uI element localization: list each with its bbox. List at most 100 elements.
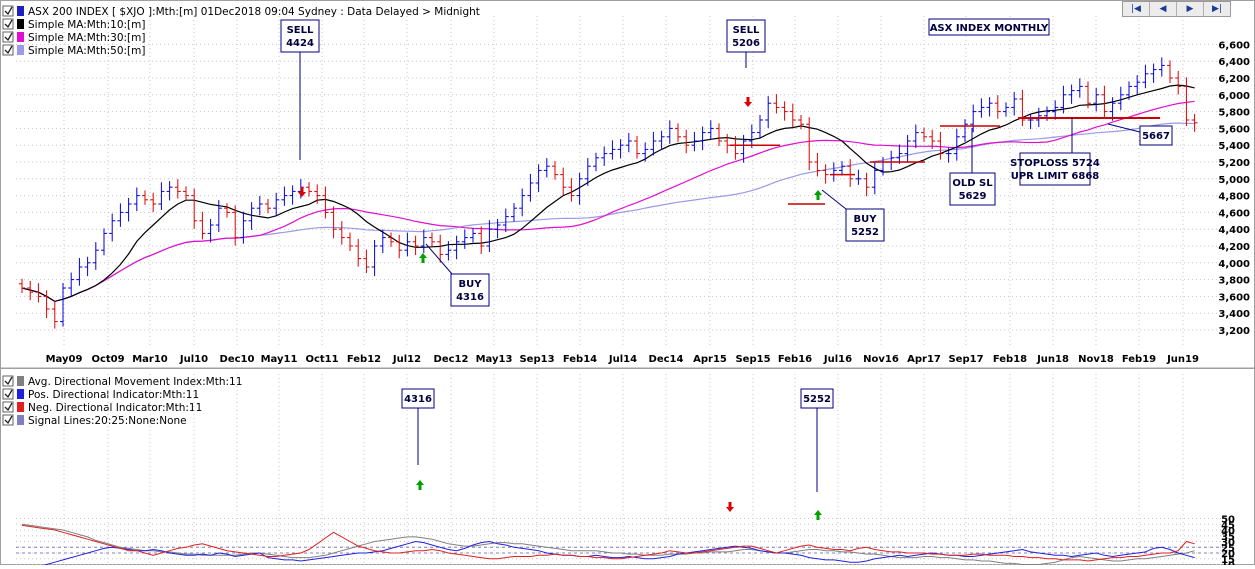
price-bar	[511, 203, 517, 222]
legend-checkbox	[2, 31, 14, 43]
legend-checkbox	[2, 414, 14, 426]
scroll-nav: |◀ ◀ ▶ ▶|	[1122, 1, 1231, 17]
neg-di-line	[21, 524, 1195, 562]
legend-swatch	[17, 389, 24, 399]
top-legend: ASX 200 INDEX [ $XJO ]:Mth:[m] 01Dec2018…	[2, 5, 480, 57]
price-bar	[215, 200, 222, 233]
price-bar	[265, 198, 271, 214]
x-tick-label: Jul14	[608, 354, 637, 365]
annotation-old-sl: OLD SL 5629	[949, 128, 996, 206]
price-bar	[839, 161, 845, 176]
legend-swatch	[17, 376, 24, 386]
price-bar	[486, 220, 493, 253]
price-bar	[740, 134, 747, 163]
price-bar	[273, 192, 280, 217]
annotation-leader	[1107, 123, 1141, 133]
signal-arrows	[298, 97, 822, 263]
legend-swatch	[17, 32, 24, 42]
x-tick-label: Oct11	[305, 354, 338, 365]
price-bar	[904, 134, 911, 163]
dmi-y-tick-label: 15	[1221, 555, 1235, 565]
y-tick-label: 5,600	[1218, 124, 1250, 135]
price-bar	[1109, 97, 1116, 121]
price-bar	[207, 218, 214, 243]
price-bar	[519, 188, 526, 217]
annotation-text: 5629	[959, 191, 987, 202]
price-bar	[461, 229, 468, 249]
price-bar	[822, 164, 829, 184]
price-bar	[494, 218, 501, 239]
annotation-text: 4316	[404, 394, 432, 405]
x-tick-label: Sep15	[735, 354, 770, 365]
x-tick-label: Dec10	[220, 354, 255, 365]
price-bar	[765, 96, 772, 129]
x-tick-label: Feb14	[563, 354, 597, 365]
price-bar	[962, 119, 968, 142]
price-bar	[1101, 85, 1108, 118]
y-tick-label: 6,600	[1218, 40, 1250, 51]
legend-checkbox	[2, 5, 14, 17]
price-bar	[133, 187, 140, 212]
price-bar	[699, 126, 706, 151]
ma10-line	[21, 84, 1195, 303]
price-bar	[1158, 57, 1165, 77]
annotation-box	[949, 172, 996, 206]
price-bar	[806, 117, 813, 171]
legend-label: ASX 200 INDEX [ $XJO ]:Mth:[m] 01Dec2018…	[28, 6, 480, 18]
annotation-sell-4424: SELL 4424	[280, 19, 320, 160]
x-axis: May09 Oct09 Mar10 Jul10 Dec10 May11 Oct11 Feb12…	[46, 354, 1199, 365]
annotation-dmi-5252: 5252	[800, 388, 834, 492]
sell-arrow-icon	[744, 97, 752, 107]
price-bar	[68, 272, 75, 297]
price-bar	[224, 203, 230, 218]
price-bar	[724, 133, 731, 154]
price-bar	[1134, 75, 1141, 95]
prev-button[interactable]: ◀	[1150, 2, 1177, 16]
price-bar	[1093, 87, 1100, 112]
price-bar	[527, 173, 534, 202]
dmi-y-tick-label: 45	[1221, 520, 1235, 531]
check-icon	[4, 19, 13, 29]
price-bar	[543, 158, 550, 178]
y-tick-label: 3,200	[1218, 326, 1250, 337]
y-tick-label: 5,200	[1218, 158, 1250, 169]
check-icon	[4, 415, 13, 425]
annotation-text: 5667	[1142, 131, 1170, 142]
price-bar	[150, 192, 157, 213]
y-tick-label: 3,400	[1218, 309, 1250, 320]
price-bar	[617, 139, 624, 159]
price-bar	[871, 162, 878, 195]
annotation-last-close: 5667	[1107, 123, 1173, 146]
price-bar	[453, 235, 460, 260]
annotation-box	[280, 19, 320, 53]
x-tick-label: Jun18	[1036, 354, 1069, 365]
x-tick-label: Feb12	[347, 354, 381, 365]
next-button[interactable]: ▶	[1177, 2, 1204, 16]
last-button[interactable]: ▶|	[1212, 4, 1222, 14]
legend-label: Avg. Directional Movement Index:Mth:11	[28, 376, 242, 388]
price-bar	[199, 211, 206, 240]
price-bar	[937, 131, 944, 160]
sell-arrow-icon	[726, 502, 734, 512]
buy-arrow-icon	[416, 480, 424, 490]
price-bar	[978, 98, 985, 118]
annotation-sell-5206: SELL 5206	[726, 19, 766, 68]
price-bar	[757, 114, 763, 138]
price-bar	[601, 146, 608, 166]
x-tick-label: May09	[46, 354, 83, 365]
price-bar	[43, 290, 50, 319]
price-bar	[593, 152, 599, 172]
price-bar	[412, 235, 419, 256]
price-bar	[1068, 84, 1075, 104]
x-tick-label: Jul10	[179, 354, 208, 365]
price-bar	[1117, 86, 1124, 111]
price-bar	[60, 282, 66, 327]
annotation-text: 5252	[803, 394, 831, 405]
price-bar	[1167, 60, 1173, 84]
price-bar	[921, 127, 927, 142]
moving-averages	[21, 84, 1195, 303]
first-button[interactable]: |◀	[1123, 2, 1150, 16]
price-bar	[183, 186, 189, 201]
price-bar	[568, 178, 575, 202]
price-bar	[847, 159, 854, 187]
